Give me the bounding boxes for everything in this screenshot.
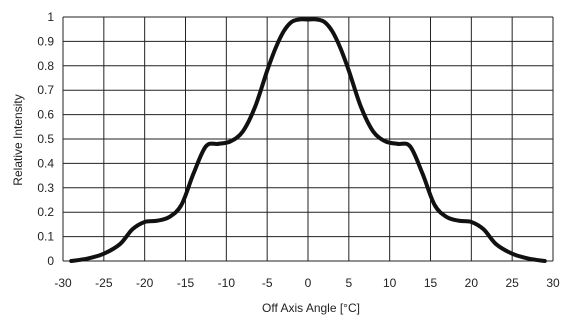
y-tick-label: 0.6 [37,108,54,122]
x-tick-label: -15 [177,276,195,290]
x-tick-label: 0 [305,276,312,290]
y-tick-label: 0 [47,254,54,268]
grid [62,16,554,262]
x-tick-label: -30 [54,276,72,290]
x-tick-label: -5 [262,276,273,290]
x-tick-label: 15 [424,276,438,290]
x-tick-label: -25 [95,276,113,290]
y-tick-labels: 0 0.1 0.2 0.3 0.4 0.5 0.6 0.7 0.8 0.9 1 [37,10,54,268]
y-tick-label: 0.5 [37,132,54,146]
x-tick-label: 30 [546,276,560,290]
y-tick-label: 0.3 [37,181,54,195]
x-tick-label: 25 [505,276,519,290]
x-tick-label: 5 [345,276,352,290]
y-axis-label: Relative Intensity [11,94,25,185]
series-line [69,17,547,263]
y-tick-label: 1 [47,10,54,24]
x-axis-label: Off Axis Angle [°C] [262,301,360,315]
x-tick-labels: -30 -25 -20 -15 -10 -5 0 5 10 15 20 25 30 [54,276,560,290]
y-tick-label: 0.7 [37,83,54,97]
x-tick-label: -20 [136,276,154,290]
x-tick-label: 10 [383,276,397,290]
y-tick-label: 0.9 [37,34,54,48]
x-tick-label: 20 [465,276,479,290]
y-tick-label: 0.2 [37,205,54,219]
y-tick-label: 0.4 [37,156,54,170]
y-tick-label: 0.8 [37,59,54,73]
y-tick-label: 0.1 [37,230,54,244]
x-tick-label: -10 [218,276,236,290]
